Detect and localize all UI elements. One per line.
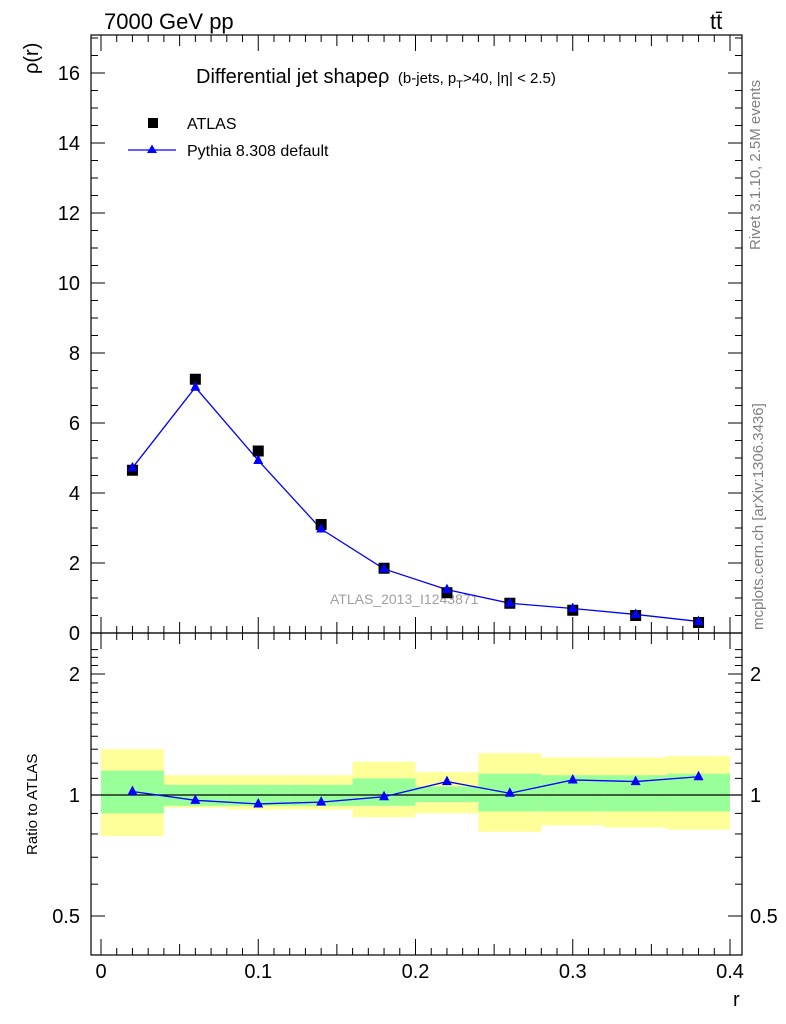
mcplots-label: mcplots.cern.ch [arXiv:1306.3436]	[750, 403, 767, 630]
x-tick-label: 0.4	[716, 961, 744, 983]
data-point	[189, 373, 201, 385]
chart-title: Differential jet shapeρ (b-jets, pT>40, …	[196, 66, 556, 91]
ratio-curve	[132, 776, 699, 805]
mc-line	[131, 386, 699, 623]
y-tick-label: 2	[69, 553, 80, 575]
ratio-markers	[127, 770, 704, 808]
title-sub-pre: (b-jets, p	[398, 70, 456, 87]
ratio-point	[190, 794, 201, 804]
ratio-point	[253, 797, 264, 808]
main-panel: 0 2 4 6 8 10 12 14 16 ATLAS_2013_I1243871 Differ…	[21, 34, 743, 645]
x-tick-label: 0.2	[402, 961, 430, 983]
ratio-frame	[90, 632, 743, 956]
mc-point	[630, 608, 641, 618]
ratio-point	[504, 787, 515, 797]
legend-pythia-label: Pythia 8.308 default	[187, 143, 329, 160]
ratio-point	[567, 773, 578, 784]
y-tick-label: 16	[58, 63, 80, 85]
y-tick-label: 12	[58, 203, 80, 225]
data-markers	[126, 373, 705, 628]
x-tick-label: 0.1	[244, 961, 272, 983]
ratio-point	[379, 790, 390, 801]
mc-point	[441, 583, 452, 594]
ratio-point	[127, 785, 138, 796]
title-sub-subscript: T	[456, 79, 463, 91]
ratio-panel: 0.5 0.51 12 2 0 0.1 0.2 0.3 0.4 Ratio to ATLAS …	[24, 35, 778, 1011]
mc-point	[127, 461, 138, 472]
main-watermark: ATLAS_2013_I1243871	[330, 591, 479, 607]
ratio-y-tick-label-right: 2	[750, 664, 761, 686]
title-sub-post: >40, |η| < 2.5)	[463, 70, 556, 87]
mc-curve	[131, 386, 699, 623]
mc-point	[253, 454, 264, 464]
mc-point	[693, 615, 704, 625]
mc-point	[504, 597, 515, 607]
y-tick-label: 14	[58, 133, 80, 155]
y-tick-label: 4	[69, 483, 80, 505]
energy-label: 7000 GeV pp	[104, 9, 234, 34]
y-tick-label: 0	[69, 623, 80, 645]
ratio-y-tick-label-right: 0.5	[750, 906, 778, 928]
ratio-point	[441, 775, 452, 786]
ratio-y-tick-label: 2	[69, 664, 80, 686]
y-tick-label: 8	[69, 343, 80, 365]
ratio-y-tick-label: 1	[69, 785, 80, 807]
x-tick-label: 0	[95, 961, 106, 983]
ratio-y-axis: 0.5 0.5 1 1 2 2	[52, 649, 778, 956]
mc-point	[379, 562, 390, 573]
x-axis-label: r	[733, 989, 740, 1011]
band-inner	[415, 786, 479, 803]
ratio-point	[693, 770, 704, 781]
uncertainty-bands	[101, 749, 730, 837]
ratio-y-tick-label: 0.5	[52, 906, 80, 928]
mc-point	[567, 602, 578, 612]
x-tick-label: 0.3	[559, 961, 587, 983]
y-tick-label: 10	[58, 273, 80, 295]
legend-pythia-marker	[147, 144, 157, 153]
mc-point	[190, 381, 201, 391]
data-point	[252, 445, 264, 457]
ratio-y-tick-label-right: 1	[750, 785, 761, 807]
legend-atlas-marker	[148, 118, 158, 128]
x-axis: 0 0.1 0.2 0.3 0.4	[95, 35, 744, 983]
title-main: Differential jet shapeρ	[196, 66, 389, 88]
legend: ATLAS Pythia 8.308 default	[128, 116, 329, 160]
ratio-point	[316, 796, 327, 806]
rivet-label: Rivet 3.1.10, 2.5M events	[747, 80, 764, 250]
ratio-line	[132, 776, 699, 805]
y-tick-label: 6	[69, 413, 80, 435]
mc-point	[316, 523, 327, 533]
ratio-point	[630, 775, 641, 786]
legend-atlas-label: ATLAS	[187, 116, 237, 133]
process-label: tt̄	[710, 9, 722, 34]
ratio-y-axis-label: Ratio to ATLAS	[24, 754, 41, 855]
mc-markers	[127, 381, 704, 625]
main-y-axis: 0 2 4 6 8 10 12 14 16	[58, 37, 742, 645]
main-y-axis-label: ρ(r)	[21, 43, 43, 74]
